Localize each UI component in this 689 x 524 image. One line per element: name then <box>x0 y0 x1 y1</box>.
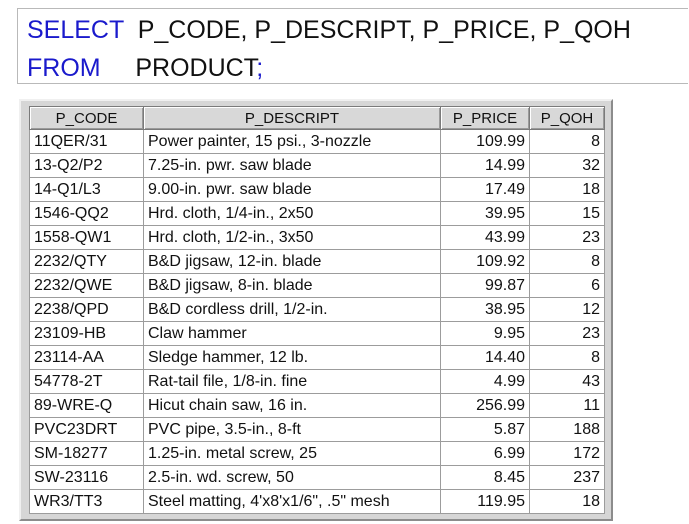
result-grid-panel: P_CODE P_DESCRIPT P_PRICE P_QOH 11QER/31… <box>19 99 613 521</box>
table-row[interactable]: WR3/TT3 Steel matting, 4'x8'x1/6", .5" me… <box>29 489 605 514</box>
header-row: P_CODE P_DESCRIPT P_PRICE P_QOH <box>29 106 605 130</box>
cell-p-code: 2232/QWE <box>29 273 144 298</box>
cell-p-descript: 7.25-in. pwr. saw blade <box>143 153 441 178</box>
select-keyword: SELECT <box>27 16 124 44</box>
cell-p-qoh: 18 <box>529 489 605 514</box>
cell-p-price: 38.95 <box>440 297 530 322</box>
table-row[interactable]: 1546-QQ2 Hrd. cloth, 1/4-in., 2x50 39.95 15 <box>29 201 605 226</box>
cell-p-qoh: 23 <box>529 321 605 346</box>
cell-p-code: 13-Q2/P2 <box>29 153 144 178</box>
cell-p-code: SW-23116 <box>29 465 144 490</box>
cell-p-price: 17.49 <box>440 177 530 202</box>
cell-p-descript: Hicut chain saw, 16 in. <box>143 393 441 418</box>
cell-p-descript: 9.00-in. pwr. saw blade <box>143 177 441 202</box>
select-columns: P_CODE, P_DESCRIPT, P_PRICE, P_QOH <box>137 16 631 44</box>
cell-p-descript: Power painter, 15 psi., 3-nozzle <box>143 129 441 154</box>
result-body: 11QER/31 Power painter, 15 psi., 3-nozzle… <box>29 129 605 514</box>
table-row[interactable]: 11QER/31 Power painter, 15 psi., 3-nozzle… <box>29 129 605 154</box>
column-header-p-code[interactable]: P_CODE <box>29 106 144 130</box>
cell-p-qoh: 32 <box>529 153 605 178</box>
cell-p-code: WR3/TT3 <box>29 489 144 514</box>
table-row[interactable]: 1558-QW1 Hrd. cloth, 1/2-in., 3x50 43.99 23 <box>29 225 605 250</box>
table-row[interactable]: 54778-2T Rat-tail file, 1/8-in. fine 4.99 4… <box>29 369 605 394</box>
cell-p-price: 256.99 <box>440 393 530 418</box>
cell-p-qoh: 11 <box>529 393 605 418</box>
table-row[interactable]: PVC23DRT PVC pipe, 3.5-in., 8-ft 5.87 188 <box>29 417 605 442</box>
cell-p-qoh: 8 <box>529 129 605 154</box>
from-table: PRODUCT <box>135 54 257 82</box>
cell-p-qoh: 188 <box>529 417 605 442</box>
cell-p-price: 14.40 <box>440 345 530 370</box>
statement-terminator: ; <box>256 54 264 82</box>
cell-p-code: 1546-QQ2 <box>29 201 144 226</box>
cell-p-qoh: 237 <box>529 465 605 490</box>
table-row[interactable]: 89-WRE-Q Hicut chain saw, 16 in. 256.99 11 <box>29 393 605 418</box>
cell-p-price: 43.99 <box>440 225 530 250</box>
cell-p-descript: B&D jigsaw, 8-in. blade <box>143 273 441 298</box>
cell-p-qoh: 12 <box>529 297 605 322</box>
cell-p-price: 109.99 <box>440 129 530 154</box>
cell-p-qoh: 15 <box>529 201 605 226</box>
cell-p-price: 4.99 <box>440 369 530 394</box>
cell-p-code: 2238/QPD <box>29 297 144 322</box>
table-row[interactable]: SM-18277 1.25-in. metal screw, 25 6.99 172 <box>29 441 605 466</box>
cell-p-code: PVC23DRT <box>29 417 144 442</box>
cell-p-descript: Claw hammer <box>143 321 441 346</box>
cell-p-descript: Hrd. cloth, 1/4-in., 2x50 <box>143 201 441 226</box>
cell-p-code: 23109-HB <box>29 321 144 346</box>
cell-p-qoh: 23 <box>529 225 605 250</box>
cell-p-code: 11QER/31 <box>29 129 144 154</box>
cell-p-descript: B&D jigsaw, 12-in. blade <box>143 249 441 274</box>
table-row[interactable]: 14-Q1/L3 9.00-in. pwr. saw blade 17.49 18 <box>29 177 605 202</box>
table-row[interactable]: 2232/QWE B&D jigsaw, 8-in. blade 99.87 6 <box>29 273 605 298</box>
table-row[interactable]: 13-Q2/P2 7.25-in. pwr. saw blade 14.99 32 <box>29 153 605 178</box>
cell-p-code: 2232/QTY <box>29 249 144 274</box>
from-clause: FROM PRODUCT; <box>27 53 263 83</box>
cell-p-code: 23114-AA <box>29 345 144 370</box>
cell-p-price: 39.95 <box>440 201 530 226</box>
select-clause: SELECT P_CODE, P_DESCRIPT, P_PRICE, P_QO… <box>27 15 631 45</box>
cell-p-qoh: 8 <box>529 249 605 274</box>
cell-p-qoh: 6 <box>529 273 605 298</box>
cell-p-qoh: 8 <box>529 345 605 370</box>
cell-p-descript: Steel matting, 4'x8'x1/6", .5" mesh <box>143 489 441 514</box>
cell-p-code: 54778-2T <box>29 369 144 394</box>
cell-p-price: 5.87 <box>440 417 530 442</box>
cell-p-descript: PVC pipe, 3.5-in., 8-ft <box>143 417 441 442</box>
cell-p-price: 8.45 <box>440 465 530 490</box>
cell-p-descript: Rat-tail file, 1/8-in. fine <box>143 369 441 394</box>
column-header-p-descript[interactable]: P_DESCRIPT <box>143 106 441 130</box>
table-row[interactable]: 2232/QTY B&D jigsaw, 12-in. blade 109.92 8 <box>29 249 605 274</box>
cell-p-code: SM-18277 <box>29 441 144 466</box>
cell-p-descript: 2.5-in. wd. screw, 50 <box>143 465 441 490</box>
cell-p-qoh: 18 <box>529 177 605 202</box>
cell-p-price: 119.95 <box>440 489 530 514</box>
column-header-p-price[interactable]: P_PRICE <box>440 106 530 130</box>
cell-p-descript: Sledge hammer, 12 lb. <box>143 345 441 370</box>
table-row[interactable]: 23114-AA Sledge hammer, 12 lb. 14.40 8 <box>29 345 605 370</box>
cell-p-price: 14.99 <box>440 153 530 178</box>
cell-p-price: 109.92 <box>440 249 530 274</box>
cell-p-price: 6.99 <box>440 441 530 466</box>
cell-p-descript: B&D cordless drill, 1/2-in. <box>143 297 441 322</box>
cell-p-qoh: 172 <box>529 441 605 466</box>
cell-p-price: 9.95 <box>440 321 530 346</box>
cell-p-descript: 1.25-in. metal screw, 25 <box>143 441 441 466</box>
from-keyword: FROM <box>27 54 101 82</box>
cell-p-price: 99.87 <box>440 273 530 298</box>
sql-query-panel: SELECT P_CODE, P_DESCRIPT, P_PRICE, P_QO… <box>17 8 688 84</box>
cell-p-code: 14-Q1/L3 <box>29 177 144 202</box>
result-table: P_CODE P_DESCRIPT P_PRICE P_QOH 11QER/31… <box>29 106 605 514</box>
cell-p-code: 89-WRE-Q <box>29 393 144 418</box>
column-header-p-qoh[interactable]: P_QOH <box>529 106 605 130</box>
cell-p-descript: Hrd. cloth, 1/2-in., 3x50 <box>143 225 441 250</box>
cell-p-code: 1558-QW1 <box>29 225 144 250</box>
table-row[interactable]: 23109-HB Claw hammer 9.95 23 <box>29 321 605 346</box>
cell-p-qoh: 43 <box>529 369 605 394</box>
table-row[interactable]: SW-23116 2.5-in. wd. screw, 50 8.45 237 <box>29 465 605 490</box>
table-row[interactable]: 2238/QPD B&D cordless drill, 1/2-in. 38.95… <box>29 297 605 322</box>
